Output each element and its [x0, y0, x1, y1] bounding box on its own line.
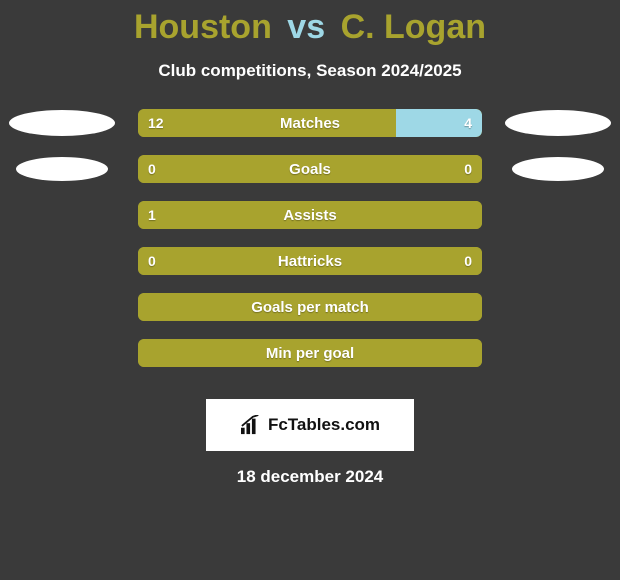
subtitle: Club competitions, Season 2024/2025 [0, 61, 620, 81]
stat-bar: Goals per match [138, 293, 482, 321]
stat-bar: Min per goal [138, 339, 482, 367]
player-ellipse-right [505, 110, 611, 136]
stat-bar-value-left: 0 [148, 155, 156, 183]
stat-bar-label: Matches [138, 109, 482, 137]
stat-bar-value-left: 0 [148, 247, 156, 275]
stat-bar: Matches12 4 [138, 109, 482, 137]
stat-bar: Goals0 0 [138, 155, 482, 183]
stat-bar-value-right: 0 [464, 247, 472, 275]
stat-bar-label: Min per goal [138, 339, 482, 367]
stat-bar-value-right: 0 [464, 155, 472, 183]
stat-bar-value-left: 1 [148, 201, 156, 229]
stat-bar-label: Goals per match [138, 293, 482, 321]
branding-badge: FcTables.com [206, 399, 414, 451]
player-ellipse-left [16, 157, 108, 181]
comparison-card: Houston vs C. Logan Club competitions, S… [0, 0, 620, 580]
branding-text: FcTables.com [268, 415, 380, 435]
chart-area: Matches124Goals00Assists1Hattricks00Goal… [0, 109, 620, 385]
fctables-logo-icon [240, 415, 262, 435]
stat-bar-label: Goals [138, 155, 482, 183]
stat-bar-label: Hattricks [138, 247, 482, 275]
stat-bar-value-left: 12 [148, 109, 164, 137]
date-text: 18 december 2024 [0, 467, 620, 487]
player-ellipse-right [512, 157, 604, 181]
stat-bar: Assists1 [138, 201, 482, 229]
player-ellipse-left [9, 110, 115, 136]
title-player1: Houston [134, 8, 272, 46]
stat-bar-label: Assists [138, 201, 482, 229]
bars-container: Matches124Goals00Assists1Hattricks00Goal… [138, 109, 482, 385]
title-player2: C. Logan [341, 8, 486, 46]
stat-bar: Hattricks0 0 [138, 247, 482, 275]
page-title: Houston vs C. Logan [0, 8, 620, 47]
stat-bar-value-right: 4 [464, 109, 472, 137]
title-vs: vs [287, 8, 325, 46]
